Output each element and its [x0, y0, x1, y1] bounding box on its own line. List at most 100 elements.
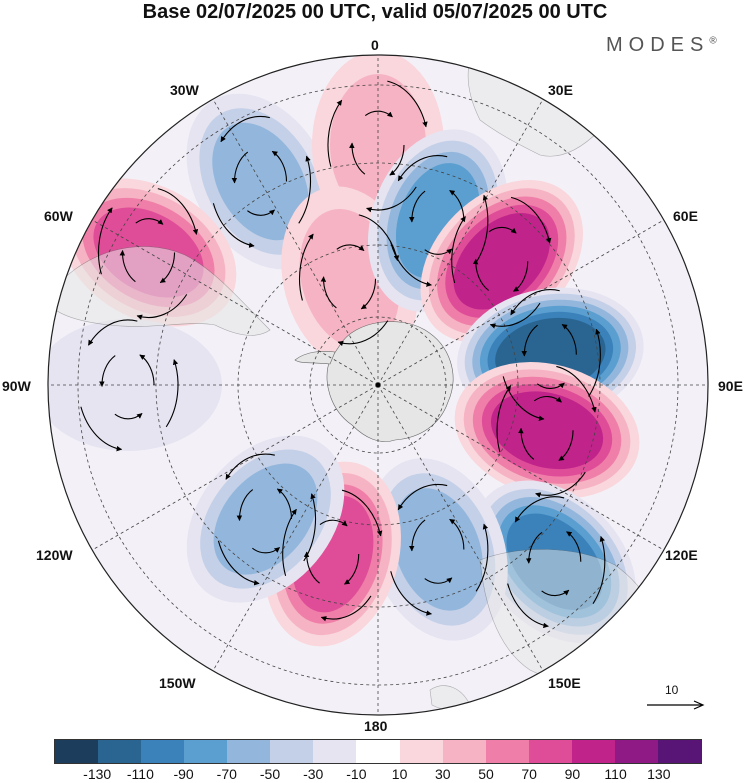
- wind-streamline: [561, 324, 577, 355]
- lon-label-0: 0: [371, 37, 379, 53]
- wind-streamline: [507, 583, 549, 629]
- reference-vector-label: 10: [665, 683, 679, 697]
- wind-streamline: [408, 190, 426, 223]
- colorbar-swatch: [55, 740, 99, 763]
- colorbar-tick-label: -30: [303, 766, 324, 782]
- lon-label-60w: 60W: [44, 208, 73, 224]
- wind-streamline: [472, 258, 489, 291]
- map-disc: [48, 55, 708, 715]
- wind-streamline: [366, 186, 417, 213]
- lon-label-180: 180: [364, 718, 388, 734]
- colorbar-swatch: [313, 740, 357, 763]
- colorbar-swatch: [485, 740, 529, 763]
- wind-streamline: [475, 194, 489, 263]
- wind-streamline: [135, 218, 164, 225]
- colorbar-swatch: [657, 740, 701, 763]
- colorbar-tick-label: 130: [647, 766, 671, 782]
- wind-streamline: [475, 523, 489, 592]
- wind-streamline: [592, 535, 606, 604]
- reference-vector-arrow: [647, 700, 705, 710]
- colorbar-swatch: [227, 740, 271, 763]
- wind-streamline: [360, 278, 377, 310]
- wind-streamline: [337, 320, 389, 347]
- lon-label-90e: 90E: [718, 378, 743, 394]
- wind-streamline: [525, 531, 543, 564]
- wind-streamline: [341, 489, 383, 537]
- wind-streamline: [212, 203, 255, 248]
- wind-streamline: [489, 302, 541, 329]
- colorbar-tick-label: -90: [173, 766, 194, 782]
- wind-streamline: [536, 382, 565, 389]
- wind-streamline: [518, 427, 535, 460]
- meridians: [48, 55, 708, 715]
- wind-streamline: [408, 519, 426, 552]
- wind-streamline: [114, 413, 143, 420]
- wind-streamline: [535, 471, 586, 498]
- lon-label-120w: 120W: [36, 547, 73, 563]
- wind-streamline: [556, 365, 597, 413]
- registered-mark: ®: [709, 35, 717, 47]
- wind-streamline: [220, 115, 270, 143]
- colorbar-swatch: [614, 740, 658, 763]
- wind-streamline: [157, 188, 199, 235]
- wind-streamline: [344, 554, 360, 585]
- colorbar-swatch: [184, 740, 228, 763]
- streamlines: [80, 80, 606, 629]
- wind-streamline: [390, 571, 432, 616]
- wind-streamline: [397, 483, 448, 511]
- wind-streamline: [327, 99, 343, 167]
- map-title: Base 02/07/2025 00 UTC, valid 05/07/2025…: [142, 1, 608, 23]
- wind-streamline: [336, 244, 365, 252]
- wind-streamline: [282, 508, 297, 576]
- wind-streamline: [510, 196, 552, 244]
- wind-streamline: [566, 531, 582, 562]
- wind-streamline: [488, 226, 517, 234]
- lon-label-150e: 150E: [548, 675, 581, 691]
- colorbar-swatch: [571, 740, 615, 763]
- wind-streamline: [217, 540, 260, 586]
- wind-streamline: [87, 319, 138, 346]
- wind-streamline: [225, 453, 275, 480]
- wind-streamline: [389, 144, 405, 176]
- wind-streamline: [139, 354, 155, 386]
- wind-streamline: [165, 359, 179, 428]
- anomaly-contour: [392, 488, 483, 611]
- wind-streamline: [271, 150, 288, 182]
- colorbar-swatch: [141, 740, 185, 763]
- lon-label-60e: 60E: [673, 208, 698, 224]
- wind-streamline: [358, 214, 400, 262]
- colorbar-swatch: [270, 740, 314, 763]
- lon-label-120e: 120E: [665, 547, 698, 563]
- wind-streamline: [298, 155, 312, 224]
- modes-logo: MODES®: [606, 34, 717, 57]
- wind-streamline: [397, 155, 448, 182]
- wind-streamline: [387, 80, 428, 128]
- wind-streamline: [247, 209, 275, 216]
- meridian-line: [212, 99, 379, 386]
- meridian-line: [92, 219, 379, 386]
- wind-streamline: [449, 518, 465, 550]
- colorbar-swatch: [98, 740, 142, 763]
- wind-streamline: [80, 406, 123, 452]
- colorbar-tick-label: -130: [83, 766, 112, 782]
- south-pole-marker: [375, 382, 381, 388]
- lon-label-30w: 30W: [170, 82, 199, 98]
- colorbar-ticks: -130 -110 -90 -70 -50 -30 -10 10 30 50 70 90 110 130: [0, 766, 750, 783]
- wind-streamline: [390, 242, 432, 287]
- wind-streamline: [541, 589, 570, 597]
- wind-streamline: [303, 493, 317, 562]
- meridian-line: [377, 384, 544, 671]
- colorbar-swatch: [399, 740, 443, 763]
- colorbar-tick-label: 30: [435, 766, 451, 782]
- colorbar-swatch: [528, 740, 572, 763]
- wind-streamline: [510, 289, 560, 316]
- colorbar: [54, 739, 702, 764]
- wind-streamline: [521, 324, 538, 357]
- wind-streamline: [364, 110, 393, 118]
- colorbar-tick-label: 110: [604, 766, 627, 782]
- wind-streamline: [231, 151, 249, 184]
- lon-label-150w: 150W: [159, 675, 196, 691]
- wind-streamline: [558, 430, 574, 461]
- wind-streamline: [320, 276, 337, 309]
